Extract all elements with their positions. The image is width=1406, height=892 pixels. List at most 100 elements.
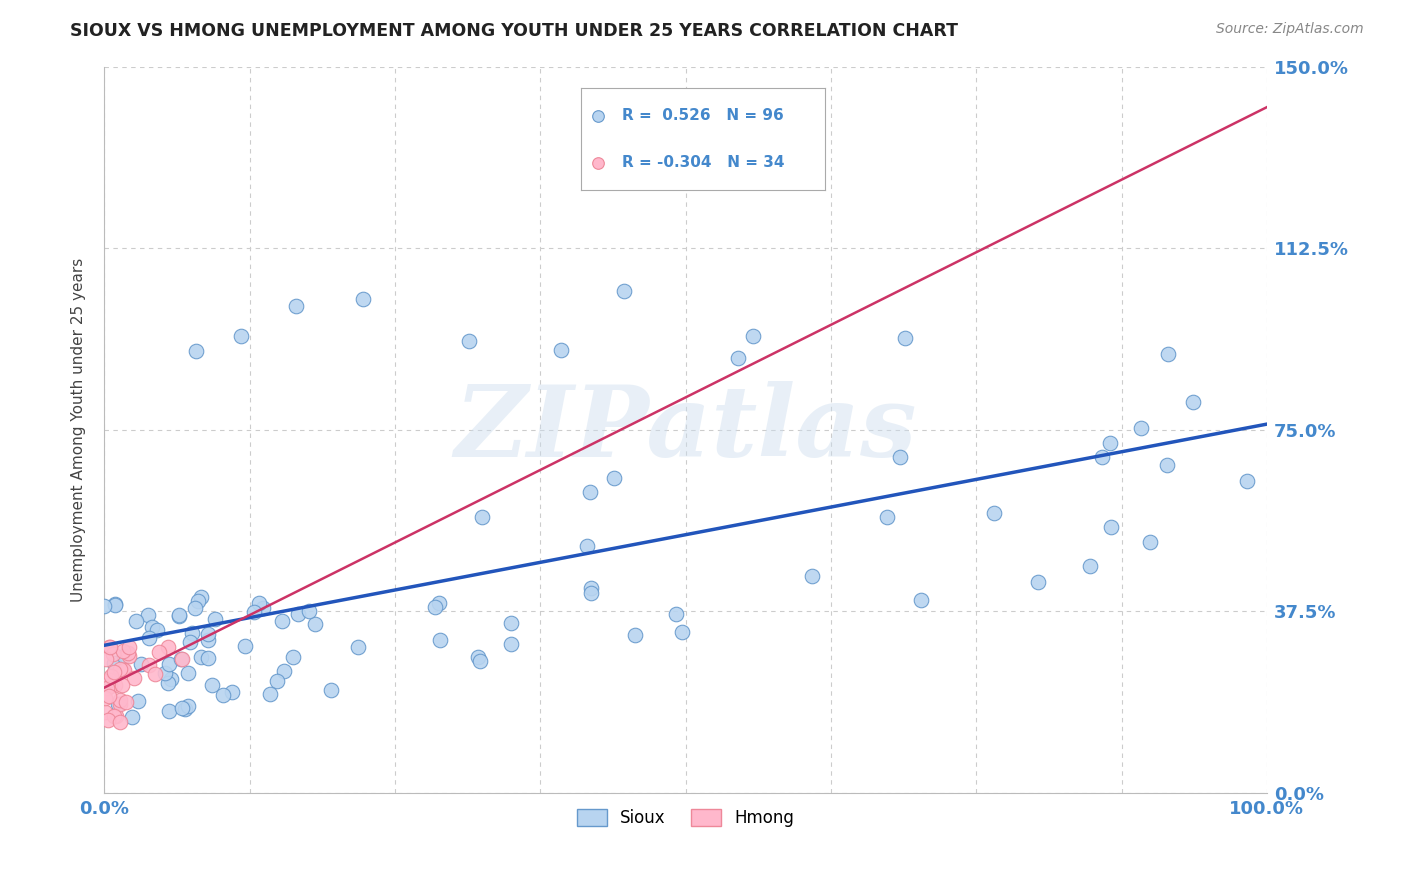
Hmong bbox=[105, 708, 128, 723]
Sioux bbox=[270, 614, 292, 628]
Sioux bbox=[624, 628, 647, 642]
Sioux bbox=[576, 540, 599, 554]
Sioux bbox=[579, 485, 602, 500]
Sioux bbox=[141, 620, 163, 634]
Hmong bbox=[117, 649, 139, 664]
Sioux bbox=[1156, 458, 1178, 473]
Text: SIOUX VS HMONG UNEMPLOYMENT AMONG YOUTH UNDER 25 YEARS CORRELATION CHART: SIOUX VS HMONG UNEMPLOYMENT AMONG YOUTH … bbox=[70, 22, 959, 40]
Sioux bbox=[156, 675, 179, 690]
Sioux bbox=[671, 624, 693, 639]
Sioux bbox=[266, 674, 288, 689]
Hmong bbox=[110, 692, 132, 706]
Sioux bbox=[665, 607, 688, 621]
Sioux bbox=[197, 651, 219, 665]
Sioux bbox=[127, 694, 149, 708]
Sioux bbox=[550, 343, 572, 357]
Sioux bbox=[146, 623, 169, 637]
Hmong bbox=[156, 640, 179, 654]
Sioux bbox=[467, 650, 489, 665]
Hmong bbox=[117, 646, 139, 660]
Hmong bbox=[97, 640, 120, 654]
Hmong bbox=[98, 679, 121, 693]
Hmong bbox=[98, 690, 121, 704]
Sioux bbox=[1099, 435, 1122, 450]
Sioux bbox=[157, 704, 180, 718]
Sioux bbox=[121, 710, 143, 724]
Sioux bbox=[136, 607, 159, 622]
Sioux bbox=[801, 569, 824, 583]
Sioux bbox=[321, 683, 343, 698]
Hmong bbox=[98, 673, 121, 688]
Sioux bbox=[247, 596, 270, 610]
Sioux bbox=[181, 626, 204, 640]
Hmong bbox=[94, 690, 117, 705]
Sioux bbox=[983, 506, 1005, 520]
Sioux bbox=[273, 665, 295, 679]
Hmong bbox=[94, 652, 117, 666]
Sioux bbox=[197, 627, 219, 641]
Sioux bbox=[889, 450, 911, 465]
Sioux bbox=[167, 609, 190, 624]
Sioux bbox=[204, 612, 226, 626]
Sioux bbox=[190, 591, 212, 605]
Hmong bbox=[118, 640, 141, 654]
Sioux bbox=[221, 685, 243, 699]
Sioux bbox=[1091, 450, 1114, 464]
Hmong bbox=[115, 695, 138, 709]
Sioux bbox=[231, 328, 253, 343]
Sioux bbox=[470, 654, 492, 668]
Sioux bbox=[1028, 575, 1050, 590]
Sioux bbox=[242, 605, 264, 619]
Sioux bbox=[1078, 558, 1101, 573]
Sioux bbox=[457, 334, 479, 348]
Sioux bbox=[1236, 475, 1258, 489]
Sioux bbox=[252, 601, 274, 615]
Sioux bbox=[184, 343, 207, 358]
Sioux bbox=[727, 351, 749, 365]
Sioux bbox=[281, 650, 304, 665]
Sioux bbox=[170, 652, 193, 666]
Sioux bbox=[579, 581, 602, 595]
Text: Source: ZipAtlas.com: Source: ZipAtlas.com bbox=[1216, 22, 1364, 37]
Sioux bbox=[259, 687, 281, 701]
Sioux bbox=[613, 284, 636, 298]
Legend: Sioux, Hmong: Sioux, Hmong bbox=[568, 800, 803, 835]
Text: ZIPatlas: ZIPatlas bbox=[454, 382, 917, 478]
Sioux bbox=[1099, 520, 1122, 534]
Sioux bbox=[876, 510, 898, 524]
Sioux bbox=[347, 640, 370, 654]
Sioux bbox=[1181, 395, 1204, 409]
Sioux bbox=[894, 330, 917, 344]
Sioux bbox=[177, 666, 200, 681]
Hmong bbox=[112, 663, 135, 677]
Sioux bbox=[125, 614, 148, 628]
Sioux bbox=[427, 596, 450, 610]
Hmong bbox=[103, 665, 125, 679]
Hmong bbox=[111, 663, 134, 677]
Hmong bbox=[111, 678, 134, 692]
Hmong bbox=[104, 678, 127, 692]
Hmong bbox=[108, 697, 131, 711]
Hmong bbox=[97, 713, 120, 727]
Sioux bbox=[177, 699, 200, 714]
Hmong bbox=[108, 714, 131, 729]
Sioux bbox=[233, 639, 256, 653]
Sioux bbox=[160, 672, 183, 686]
Hmong bbox=[108, 662, 131, 676]
Hmong bbox=[148, 645, 170, 659]
Hmong bbox=[98, 640, 121, 655]
Hmong bbox=[138, 658, 160, 673]
Sioux bbox=[471, 510, 494, 524]
Hmong bbox=[96, 681, 118, 696]
Sioux bbox=[429, 633, 451, 648]
Sioux bbox=[153, 666, 176, 681]
Sioux bbox=[603, 470, 626, 484]
Sioux bbox=[742, 329, 765, 343]
Sioux bbox=[184, 601, 207, 615]
Sioux bbox=[1139, 535, 1161, 549]
Sioux bbox=[287, 607, 309, 621]
Sioux bbox=[103, 657, 125, 671]
Sioux bbox=[579, 586, 602, 600]
Sioux bbox=[197, 633, 219, 648]
Sioux bbox=[352, 292, 374, 306]
